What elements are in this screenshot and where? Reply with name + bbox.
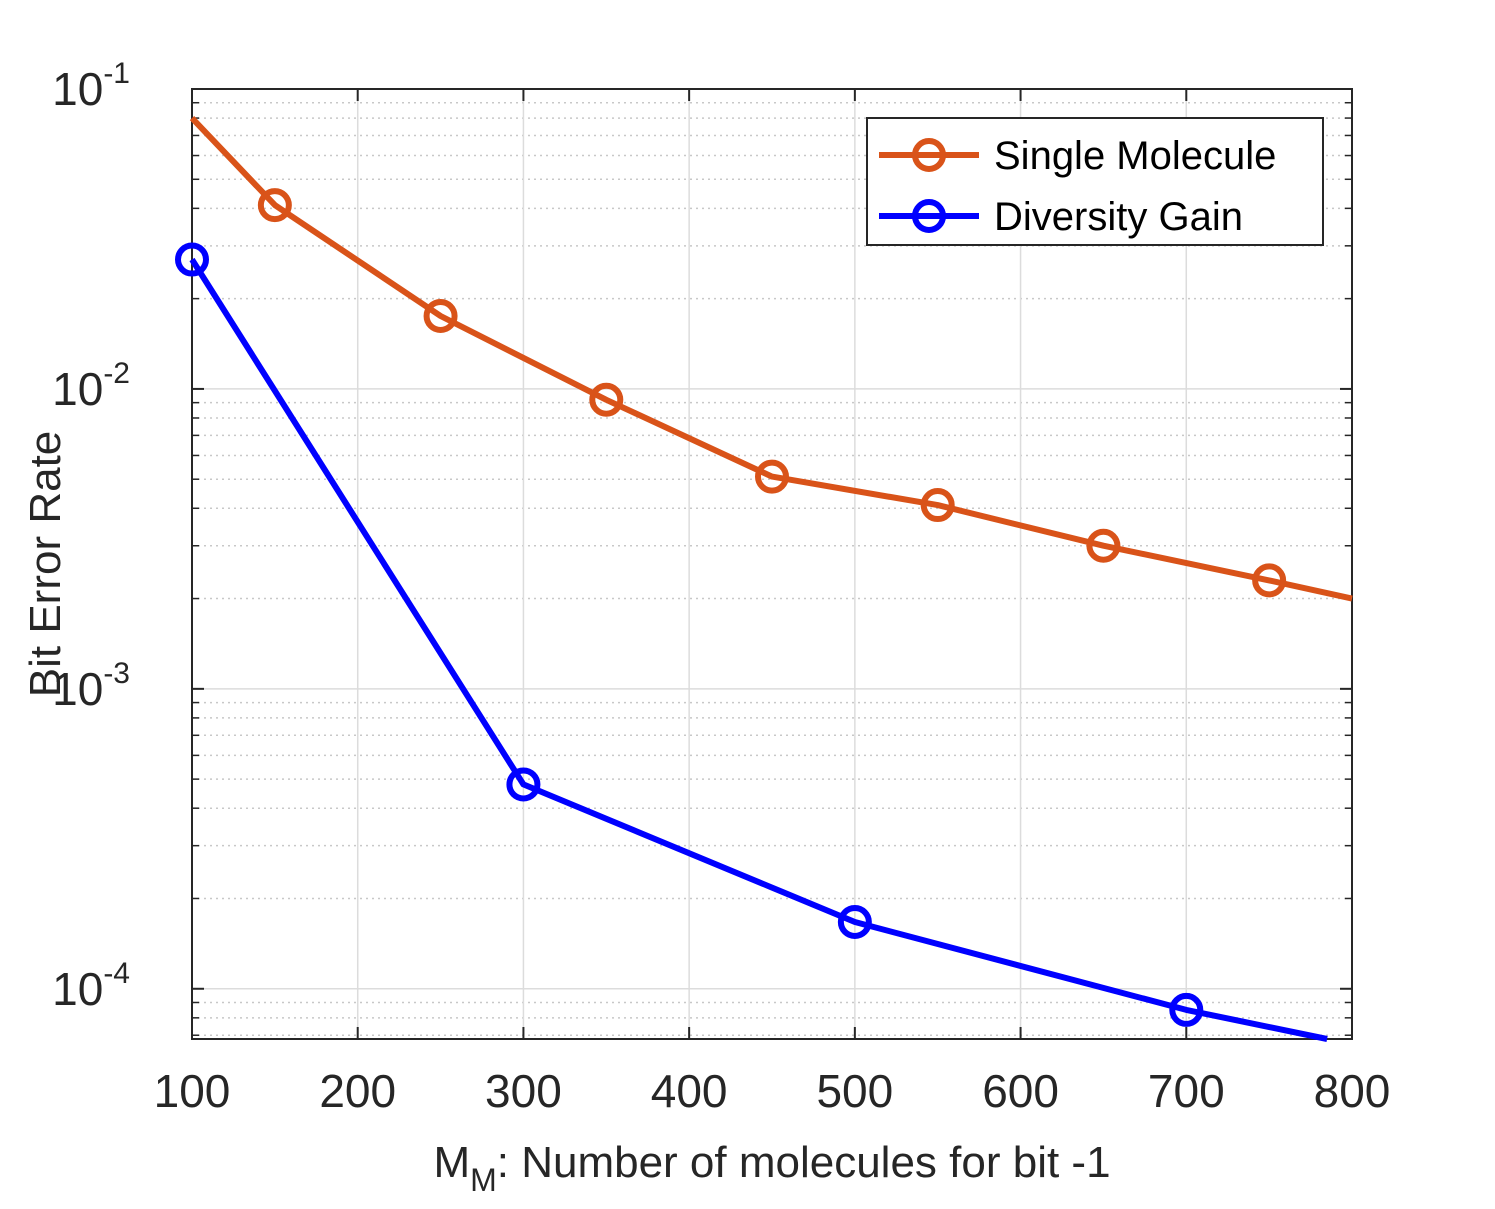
- y-tick-label: 10-1: [52, 57, 130, 115]
- x-tick-labels: 100 200 300 400 500 600 700 800: [154, 1065, 1391, 1117]
- x-tick-label: 800: [1314, 1065, 1391, 1117]
- series-single-molecule: [189, 116, 1353, 602]
- x-axis-label-main: M: [433, 1138, 470, 1187]
- legend-swatch-marker: [912, 199, 946, 233]
- series-diversity-gain: [175, 242, 1328, 1042]
- grid-major: [192, 89, 1352, 1039]
- data-point-single-molecule: [1086, 528, 1121, 563]
- data-point-single-molecule: [920, 488, 955, 523]
- x-tick-label: 600: [982, 1065, 1059, 1117]
- y-tick-base: 10: [52, 663, 103, 715]
- x-axis-label-subscript: M: [470, 1162, 497, 1198]
- y-tick-base: 10: [52, 363, 103, 415]
- y-tick-label: 10-2: [52, 357, 130, 415]
- x-tick-label: 100: [154, 1065, 231, 1117]
- legend: Single Molecule Diversity Gain: [866, 117, 1324, 246]
- x-tick-label: 300: [485, 1065, 562, 1117]
- data-point-single-molecule: [755, 459, 789, 494]
- y-tick-base: 10: [52, 63, 103, 115]
- y-tick-exponent: -2: [103, 357, 130, 390]
- x-tick-label: 500: [816, 1065, 893, 1117]
- data-point-single-molecule: [589, 382, 624, 417]
- series-line-single-molecule: [189, 116, 1353, 602]
- data-point-diversity-gain: [1169, 992, 1204, 1027]
- x-tick-label: 200: [319, 1065, 396, 1117]
- legend-label: Single Molecule: [994, 134, 1276, 178]
- y-tick-exponent: -1: [103, 57, 130, 90]
- y-tick-label: 10-3: [52, 657, 130, 715]
- data-point-single-molecule: [257, 188, 292, 223]
- x-axis-label-rest: : Number of molecules for bit -1: [497, 1138, 1111, 1187]
- plot-frame: [191, 88, 1353, 1040]
- data-point-diversity-gain: [175, 242, 209, 277]
- legend-label: Diversity Gain: [994, 195, 1243, 239]
- y-tick-exponent: -3: [103, 657, 130, 690]
- x-tick-label: 700: [1148, 1065, 1225, 1117]
- legend-item-single-molecule: Single Molecule: [879, 134, 1276, 178]
- y-tick-base: 10: [52, 963, 103, 1015]
- data-point-diversity-gain: [837, 904, 872, 939]
- data-point-single-molecule: [423, 299, 458, 334]
- series-line-diversity-gain: [189, 257, 1328, 1042]
- data-point-diversity-gain: [506, 767, 541, 802]
- y-tick-exponent: -4: [103, 957, 130, 990]
- y-tick-label: 10-4: [52, 957, 130, 1015]
- series-layer: [175, 116, 1353, 1042]
- y-tick-labels: 10-110-210-310-4: [52, 57, 130, 1015]
- tick-marks: [191, 88, 1353, 1039]
- data-point-single-molecule: [1252, 563, 1287, 598]
- legend-swatch-marker: [912, 138, 946, 172]
- x-axis-label: MM: Number of molecules for bit -1: [433, 1138, 1110, 1198]
- y-axis-label: Bit Error Rate: [21, 431, 70, 698]
- x-tick-label: 400: [651, 1065, 728, 1117]
- legend-item-diversity-gain: Diversity Gain: [879, 195, 1243, 239]
